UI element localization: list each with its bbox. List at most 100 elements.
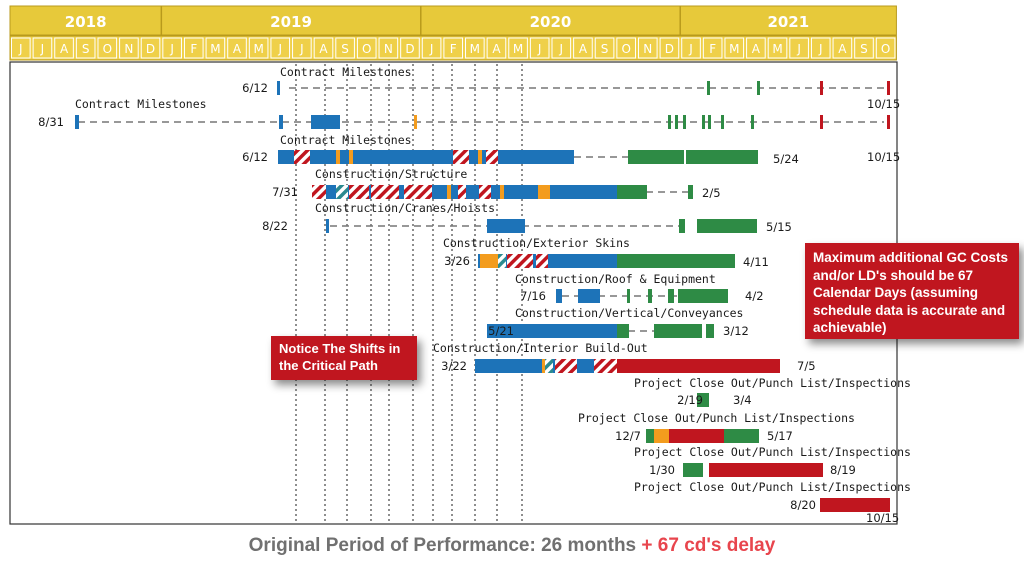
schedule-row: Construction/Structure 7/31 2/5 bbox=[272, 167, 720, 200]
schedule-bar bbox=[578, 289, 600, 303]
schedule-bar bbox=[486, 150, 498, 164]
schedule-bar bbox=[555, 359, 577, 373]
row-label: Construction/Roof & Equipment bbox=[515, 272, 716, 286]
month-label: S bbox=[860, 42, 868, 56]
caption-main: Original Period of Performance: 26 month… bbox=[248, 535, 637, 556]
month-label: J bbox=[40, 42, 45, 56]
schedule-bar bbox=[654, 429, 669, 443]
month-cell bbox=[551, 37, 572, 59]
milestone-tick bbox=[887, 81, 890, 95]
month-cell bbox=[400, 37, 420, 59]
schedule-bar bbox=[683, 463, 703, 477]
schedule-bar bbox=[538, 185, 550, 199]
row-start-date: 12/7 bbox=[615, 429, 641, 443]
month-label: J bbox=[169, 42, 174, 56]
month-cell bbox=[140, 37, 161, 59]
schedule-bar bbox=[479, 185, 491, 199]
month-label: S bbox=[601, 42, 609, 56]
schedule-bar bbox=[336, 185, 348, 199]
month-cell bbox=[616, 37, 636, 59]
row-start-date: 3/22 bbox=[441, 359, 467, 373]
month-label: J bbox=[299, 42, 304, 56]
month-cell bbox=[32, 37, 53, 59]
milestone-tick bbox=[820, 81, 823, 95]
row-start-date: 6/12 bbox=[242, 81, 268, 95]
month-cell bbox=[378, 37, 399, 59]
milestone-tick bbox=[721, 115, 724, 129]
schedule-bar bbox=[458, 185, 466, 199]
month-label: S bbox=[82, 42, 90, 56]
schedule-bar bbox=[617, 254, 735, 268]
schedule-bar bbox=[453, 150, 469, 164]
schedule-row: Project Close Out/Punch List/Inspections… bbox=[578, 411, 855, 443]
month-cell bbox=[810, 37, 831, 59]
schedule-bar bbox=[75, 115, 79, 129]
schedule-row: Contract Milestones 6/12 5/24 10/15 bbox=[242, 133, 900, 166]
month-cell bbox=[486, 37, 507, 59]
row-end-date: 10/15 bbox=[866, 511, 899, 525]
month-cell bbox=[421, 37, 442, 59]
row-end-date: 2/5 bbox=[702, 186, 721, 200]
schedule-row: Contract Milestones 8/31 bbox=[38, 97, 890, 129]
month-cell bbox=[443, 37, 464, 59]
schedule-bar bbox=[536, 254, 548, 268]
schedule-bar bbox=[617, 324, 629, 338]
month-label: O bbox=[621, 42, 630, 56]
month-cell bbox=[313, 37, 334, 59]
row-label: Construction/Vertical/Conveyances bbox=[515, 306, 743, 320]
schedule-bar bbox=[371, 185, 391, 199]
row-end-date: 5/17 bbox=[767, 429, 793, 443]
row-end-date: 5/15 bbox=[766, 220, 792, 234]
row-label: Project Close Out/Punch List/Inspections bbox=[578, 411, 855, 425]
month-cell bbox=[832, 37, 853, 59]
month-cell bbox=[11, 37, 31, 59]
month-label: M bbox=[772, 42, 782, 56]
row-end-date: 4/2 bbox=[745, 289, 764, 303]
month-cell bbox=[659, 37, 680, 59]
milestone-tick bbox=[707, 81, 710, 95]
row-label: Project Close Out/Punch List/Inspections bbox=[634, 445, 911, 459]
row-start-date: 2/19 bbox=[677, 393, 703, 407]
year-band bbox=[9, 5, 897, 36]
month-label: F bbox=[190, 42, 197, 56]
row-start-date: 5/21 bbox=[488, 324, 514, 338]
row-label: Construction/Structure bbox=[315, 167, 467, 181]
schedule-bar bbox=[617, 359, 780, 373]
milestone-tick bbox=[751, 115, 754, 129]
row-end-date: 4/11 bbox=[743, 255, 769, 269]
month-cell bbox=[292, 37, 312, 59]
milestone-tick bbox=[668, 115, 671, 129]
milestone-tick bbox=[708, 115, 711, 129]
row-label: Construction/Cranes/Hoists bbox=[315, 201, 495, 215]
year-label: 2019 bbox=[270, 13, 312, 31]
month-label: A bbox=[492, 42, 501, 56]
month-label: J bbox=[818, 42, 823, 56]
schedule-bar bbox=[542, 359, 546, 373]
month-label: N bbox=[124, 42, 133, 56]
month-cell bbox=[465, 37, 485, 59]
schedule-bar bbox=[820, 498, 890, 512]
milestone-tick bbox=[820, 115, 823, 129]
schedule-bar bbox=[480, 254, 498, 268]
month-cell bbox=[767, 37, 788, 59]
schedule-bar bbox=[487, 219, 525, 233]
schedule-bar bbox=[404, 185, 432, 199]
month-label: N bbox=[643, 42, 652, 56]
row-end-date: 3/12 bbox=[723, 324, 749, 338]
month-label: A bbox=[579, 42, 588, 56]
schedule-bar bbox=[311, 115, 340, 129]
month-label: D bbox=[146, 42, 155, 56]
month-cell bbox=[529, 37, 550, 59]
schedule-bar bbox=[349, 150, 353, 164]
row-label: Contract Milestones bbox=[75, 97, 207, 111]
year-label: 2018 bbox=[65, 13, 107, 31]
month-cell bbox=[227, 37, 247, 59]
row-end-date: 10/15 bbox=[867, 97, 900, 111]
callout-critical-path: Notice The Shifts in the Critical Path bbox=[271, 336, 417, 380]
month-cell bbox=[681, 37, 701, 59]
month-label: A bbox=[233, 42, 242, 56]
schedule-bar bbox=[724, 429, 759, 443]
